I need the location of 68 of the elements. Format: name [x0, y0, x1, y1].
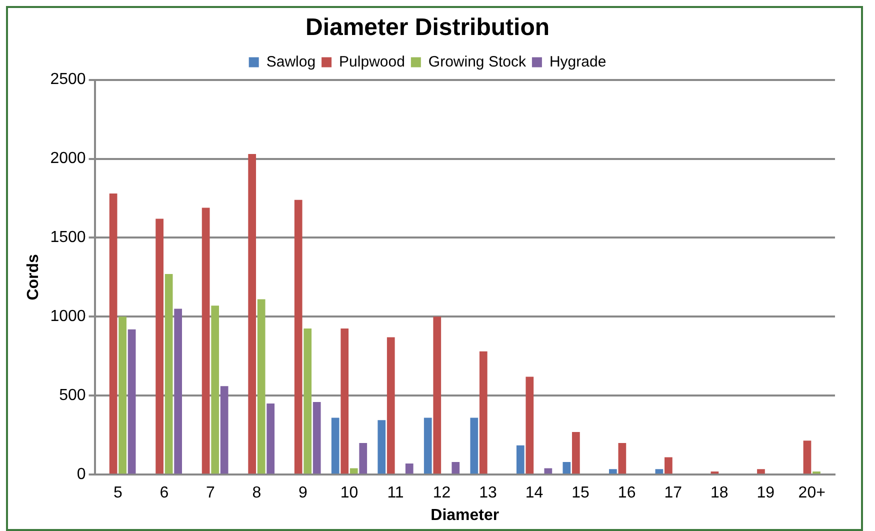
bar — [470, 418, 478, 474]
y-axis-title: Cords — [25, 254, 42, 300]
x-tick-label: 6 — [160, 484, 169, 502]
bar — [479, 351, 488, 474]
legend-label: Growing Stock — [428, 53, 526, 70]
bar — [572, 432, 580, 474]
x-tick-label: 14 — [525, 484, 544, 502]
y-tick-label: 500 — [59, 387, 86, 404]
bar — [359, 443, 368, 474]
bar — [304, 328, 312, 474]
bar — [386, 337, 395, 474]
legend-label: Sawlog — [266, 53, 316, 70]
bar — [405, 464, 414, 474]
x-tick-label: 17 — [664, 484, 682, 502]
bar — [164, 274, 173, 474]
x-tick-label: 11 — [387, 484, 404, 502]
bar — [202, 208, 210, 474]
bar — [257, 299, 266, 474]
bar — [266, 404, 275, 474]
x-tick-label: 16 — [618, 484, 636, 502]
bar — [174, 308, 182, 474]
y-tick-label: 2000 — [50, 150, 86, 168]
bar — [757, 469, 765, 474]
bar — [378, 420, 386, 474]
x-tick-label: 7 — [206, 484, 215, 502]
legend-label: Hygrade — [549, 53, 606, 70]
x-tick-label: 5 — [113, 484, 122, 502]
bar — [211, 306, 220, 474]
bar — [340, 328, 349, 474]
y-tick-label: 1000 — [50, 308, 86, 326]
bar — [433, 316, 442, 474]
x-tick-label: 10 — [340, 484, 358, 502]
x-tick-label: 9 — [298, 484, 308, 502]
bar — [220, 386, 228, 474]
bar — [109, 194, 118, 474]
bar — [118, 316, 126, 474]
legend-label: Pulpwood — [339, 53, 405, 70]
bar — [452, 462, 460, 474]
x-tick-label: 19 — [756, 484, 775, 502]
x-tick-label: 15 — [572, 484, 590, 502]
bar — [516, 445, 524, 474]
x-axis-title: Diameter — [430, 506, 500, 524]
bar — [609, 469, 617, 474]
x-tick-label: 13 — [479, 484, 498, 502]
bar — [331, 418, 340, 474]
bar — [803, 440, 812, 474]
y-tick-label: 2500 — [50, 71, 86, 88]
bar — [562, 462, 571, 474]
bar — [312, 402, 321, 474]
x-tick-label: 18 — [710, 484, 728, 502]
bar — [350, 468, 358, 474]
bar — [294, 200, 302, 474]
x-tick-label: 8 — [252, 484, 262, 502]
bar — [812, 471, 820, 474]
bar — [248, 154, 256, 474]
bar — [544, 468, 552, 474]
bar — [156, 218, 164, 474]
bar — [526, 376, 534, 474]
bar — [664, 457, 672, 474]
chart-title: Diameter Distribution — [305, 14, 550, 42]
x-tick-label: 12 — [432, 484, 451, 502]
y-tick-label: 0 — [76, 466, 86, 484]
bar — [655, 469, 664, 474]
bar — [128, 329, 136, 474]
x-tick-label: 20+ — [798, 484, 826, 502]
y-tick-label: 1500 — [50, 229, 86, 246]
bar — [618, 443, 626, 474]
bar — [424, 418, 432, 474]
